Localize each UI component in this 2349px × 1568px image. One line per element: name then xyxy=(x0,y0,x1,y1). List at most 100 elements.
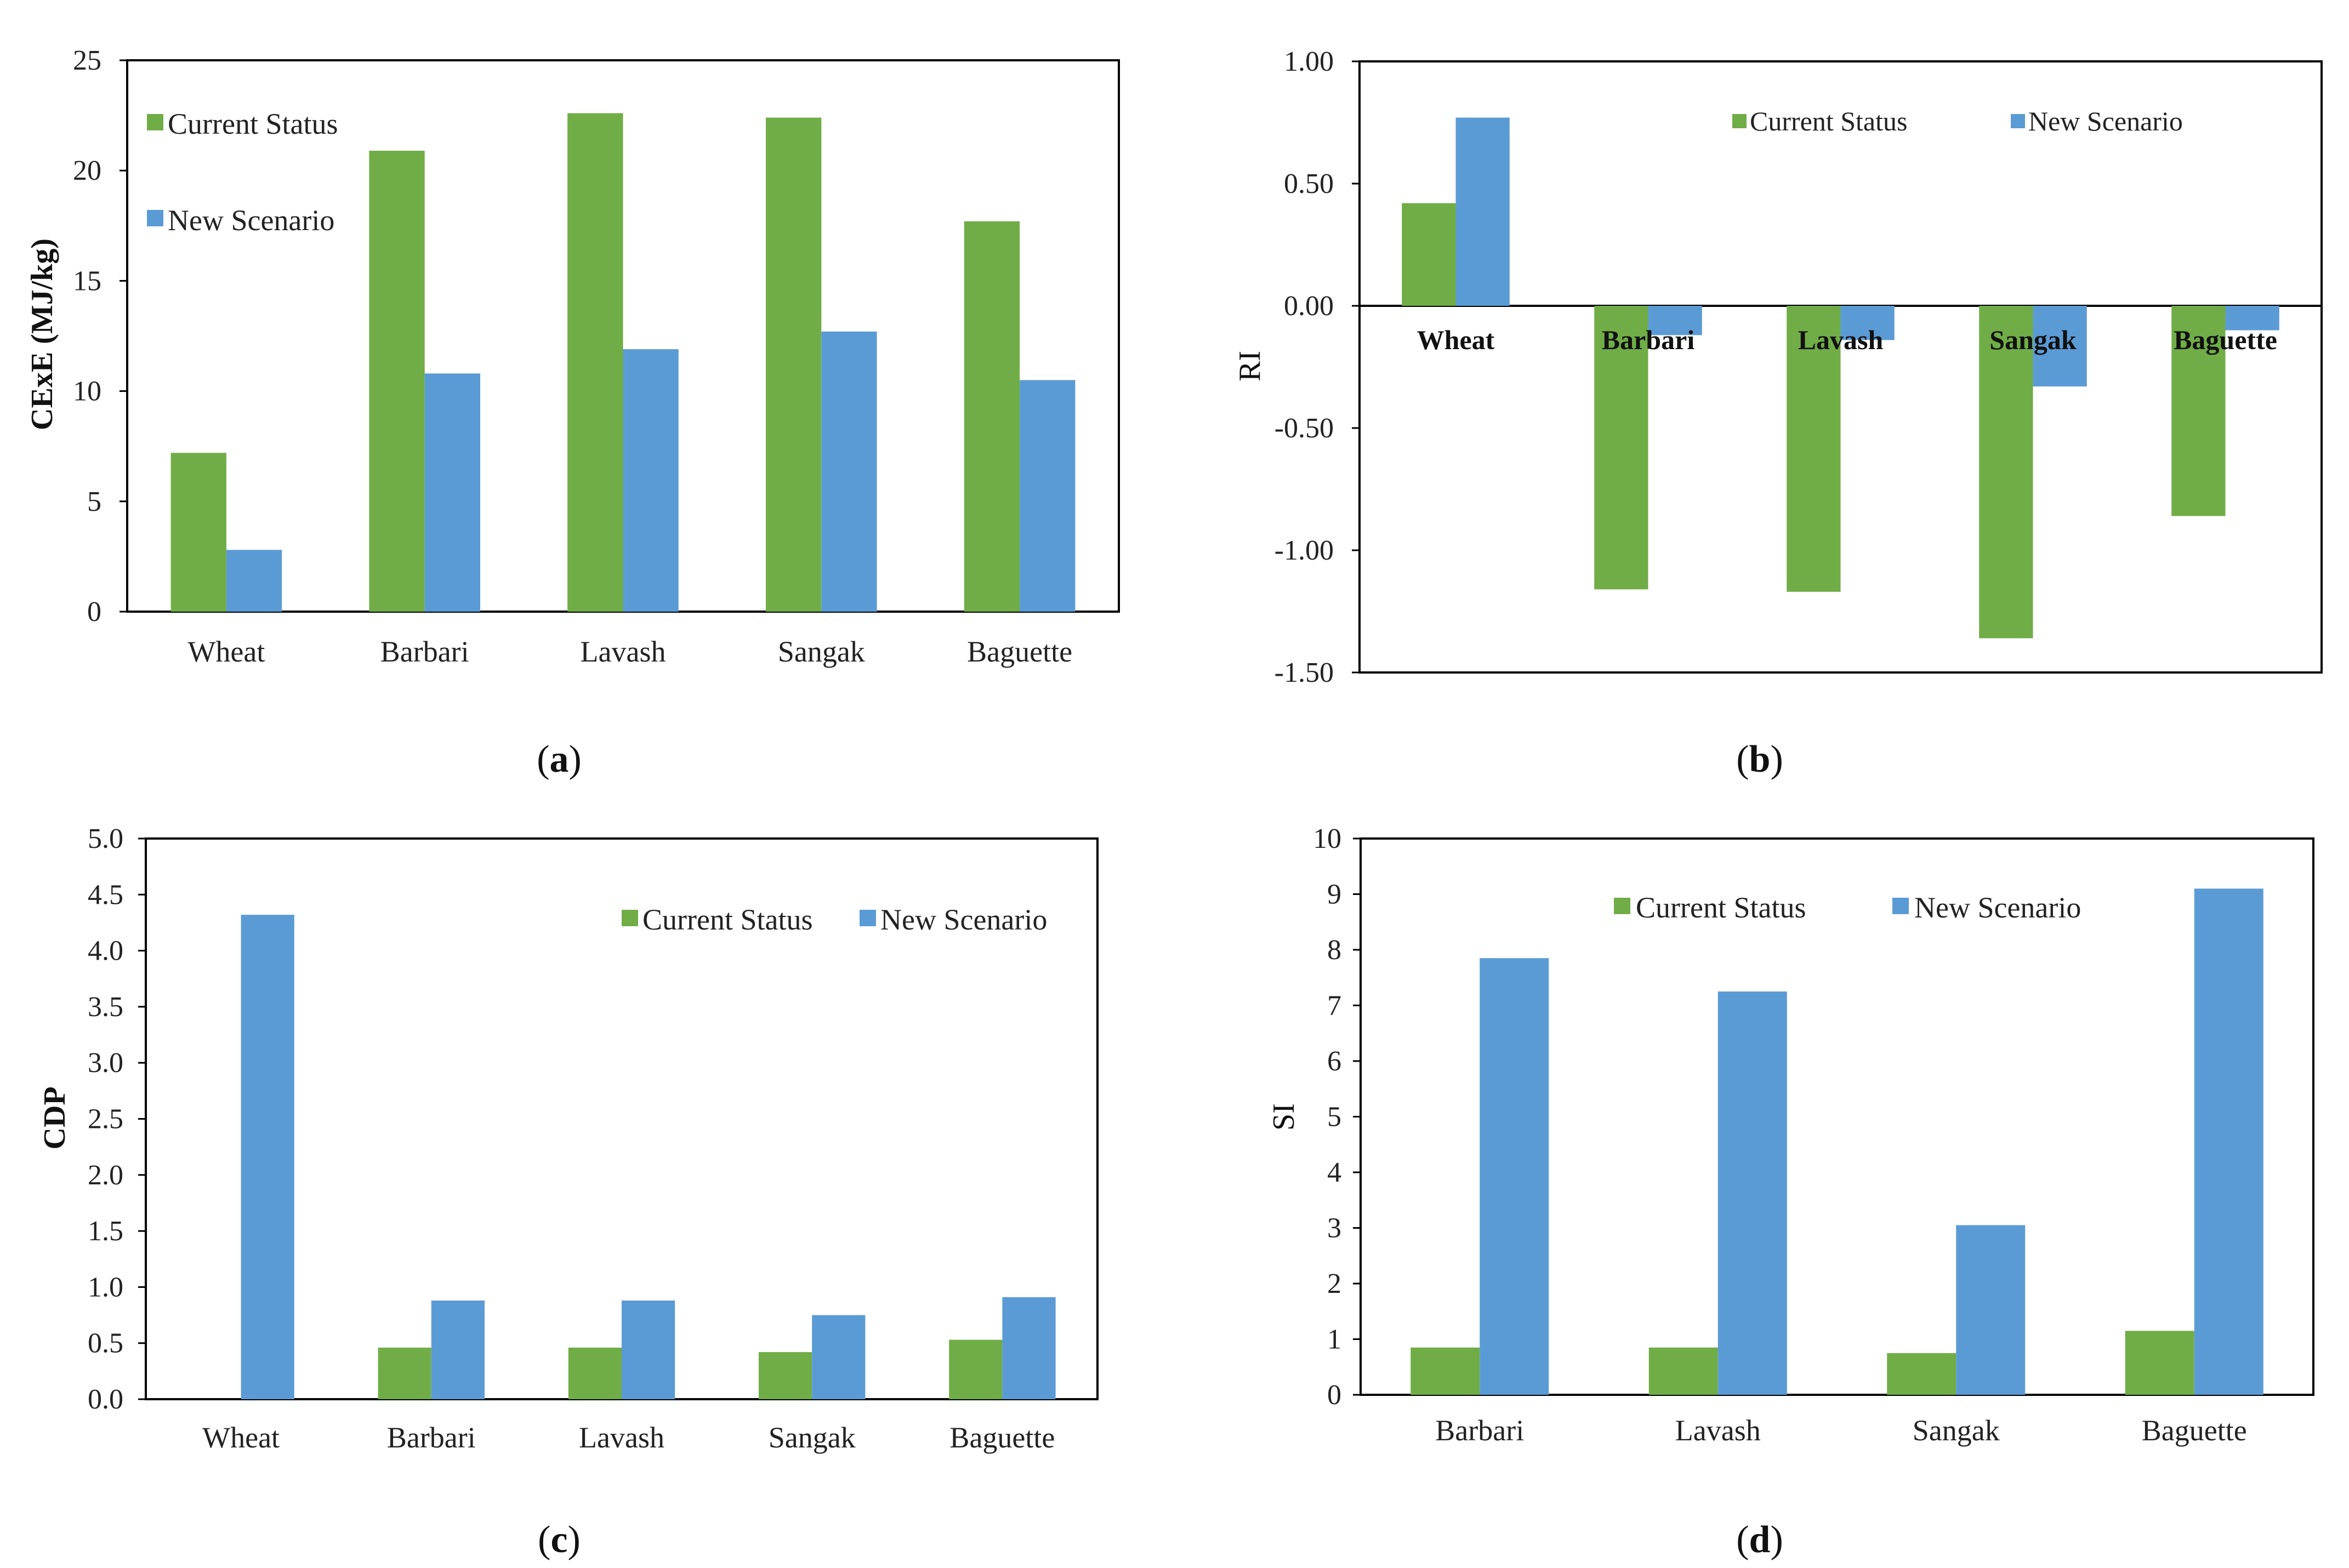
chart-c-cdp: 0.0 0.5 1.0 1.5 2.0 2.5 3.0 3.5 4.0 4.5 5.0 Wheat Ba… xyxy=(38,823,1099,1561)
chart-d-category-label: Sangak xyxy=(1913,1414,2000,1447)
chart-a-bar-current-barbari xyxy=(369,150,425,612)
chart-b-legend-swatch-current xyxy=(1732,114,1747,128)
chart-c-plot-area: 0.0 0.5 1.0 1.5 2.0 2.5 3.0 3.5 4.0 4.5 5.0 Wheat Ba… xyxy=(88,823,1099,1454)
chart-d-ytick-label: 8 xyxy=(1327,934,1341,966)
chart-c-ytick-label: 0.5 xyxy=(88,1328,123,1359)
chart-d-legend-swatch-new xyxy=(1892,898,1909,914)
chart-b-ytick-label: 1.00 xyxy=(1284,46,1334,77)
chart-a-legend-swatch-new xyxy=(147,210,163,226)
chart-c-category-label: Barbari xyxy=(387,1421,476,1454)
chart-a-legend: Current Status New Scenario xyxy=(147,107,338,237)
chart-c-ylabel: CDP xyxy=(38,1086,72,1149)
chart-b-category-label: Lavash xyxy=(1798,324,1884,355)
chart-b-plot-area: -1.50 -1.00 -0.50 0.00 0.50 1.00 Wheat Barbari L… xyxy=(1275,46,2323,688)
chart-b-ytick-label: 0.50 xyxy=(1284,168,1334,199)
chart-d-legend-label-current: Current Status xyxy=(1636,891,1806,924)
chart-a-cexe: 0 5 10 15 20 25 Wheat Barbari Lavash Sangak Baguet… xyxy=(25,45,1120,780)
chart-c-category-label: Sangak xyxy=(769,1421,856,1454)
chart-a-legend-label-current: Current Status xyxy=(168,107,338,140)
chart-a-ylabel: CExE (MJ/kg) xyxy=(25,238,59,430)
chart-c-legend: Current Status New Scenario xyxy=(622,903,1047,936)
chart-a-bar-new-lavash xyxy=(623,349,679,612)
chart-a-bar-new-wheat xyxy=(226,550,282,612)
chart-a-legend-label-new: New Scenario xyxy=(168,204,334,237)
chart-b-bar-current-barbari xyxy=(1594,306,1648,590)
chart-b-bar-new-baguette xyxy=(2225,306,2279,330)
chart-d-bar-new-sangak xyxy=(1956,1225,2026,1395)
chart-a-ytick-label: 10 xyxy=(73,376,101,407)
chart-a-ytick-label: 0 xyxy=(87,596,101,628)
chart-b-bar-current-sangak xyxy=(1979,306,2033,638)
chart-c-legend-swatch-new xyxy=(860,910,876,926)
chart-c-legend-label-new: New Scenario xyxy=(880,903,1047,936)
chart-a-ytick-label: 25 xyxy=(73,45,101,76)
chart-b-ytick-label: -1.50 xyxy=(1275,657,1334,688)
chart-b-bar-new-wheat xyxy=(1455,117,1510,306)
chart-c-ytick-label: 3.5 xyxy=(88,991,123,1023)
chart-a-panel-label: (a) xyxy=(537,738,582,780)
chart-d-ytick-label: 1 xyxy=(1327,1324,1341,1355)
chart-d-category-label: Baguette xyxy=(2142,1414,2247,1447)
chart-a-bar-current-wheat xyxy=(170,453,226,612)
chart-b-bar-new-barbari xyxy=(1648,306,1702,335)
chart-d-legend: Current Status New Scenario xyxy=(1614,891,2081,924)
chart-c-ytick-label: 5.0 xyxy=(88,823,123,854)
chart-c-bar-current-sangak xyxy=(758,1352,812,1399)
chart-a-bar-current-sangak xyxy=(765,117,822,612)
chart-c-bar-current-barbari xyxy=(378,1347,431,1399)
chart-d-ytick-label: 4 xyxy=(1327,1157,1341,1188)
chart-b-bar-current-baguette xyxy=(2171,306,2226,516)
chart-d-legend-label-new: New Scenario xyxy=(1914,891,2081,924)
chart-d-ytick-label: 7 xyxy=(1327,990,1341,1022)
chart-a-legend-swatch-current xyxy=(147,114,163,130)
chart-d-ytick-label: 0 xyxy=(1327,1379,1341,1411)
chart-b-ylabel: RI xyxy=(1233,351,1267,381)
chart-d-bar-new-lavash xyxy=(1717,991,1787,1395)
chart-b-category-label: Barbari xyxy=(1602,324,1695,355)
chart-b-plot-border xyxy=(1358,60,2323,674)
chart-d-panel-label: (d) xyxy=(1736,1519,1783,1561)
chart-b-legend: Current Status New Scenario xyxy=(1732,106,2183,136)
chart-c-ytick-label: 0.0 xyxy=(88,1384,123,1415)
chart-b-panel-label: (b) xyxy=(1736,738,1783,780)
chart-a-bar-new-sangak xyxy=(821,331,877,612)
chart-c-bar-new-wheat xyxy=(241,915,294,1399)
chart-b-ytick-label: -0.50 xyxy=(1275,413,1334,444)
chart-d-bar-current-lavash xyxy=(1648,1347,1718,1395)
chart-d-ytick-label: 6 xyxy=(1327,1046,1341,1077)
chart-a-bar-current-lavash xyxy=(567,113,623,612)
chart-a-bar-current-baguette xyxy=(964,221,1020,612)
chart-c-ytick-label: 2.0 xyxy=(88,1160,123,1191)
chart-a-category-label: Lavash xyxy=(581,635,666,668)
chart-c-ytick-label: 4.5 xyxy=(88,879,123,910)
chart-d-bar-current-barbari xyxy=(1410,1347,1480,1395)
chart-a-ytick-label: 20 xyxy=(73,155,101,186)
chart-c-bar-new-barbari xyxy=(431,1300,485,1399)
chart-b-ytick-label: 0.00 xyxy=(1284,290,1334,322)
chart-c-category-label: Lavash xyxy=(579,1421,664,1454)
chart-d-bar-current-baguette xyxy=(2125,1331,2194,1395)
chart-a-ytick-label: 15 xyxy=(73,265,101,297)
chart-a-category-label: Baguette xyxy=(967,635,1072,668)
chart-b-legend-swatch-new xyxy=(2011,114,2025,128)
chart-c-legend-label-current: Current Status xyxy=(642,903,812,936)
chart-d-ytick-label: 9 xyxy=(1327,879,1341,910)
chart-c-bar-current-baguette xyxy=(949,1339,1003,1399)
chart-c-ytick-label: 2.5 xyxy=(88,1104,123,1135)
chart-b-bar-new-sangak xyxy=(2033,306,2087,387)
chart-b-bar-current-wheat xyxy=(1402,203,1456,306)
chart-d-category-label: Lavash xyxy=(1675,1414,1761,1447)
chart-c-ytick-label: 4.0 xyxy=(88,936,123,967)
chart-c-bar-current-lavash xyxy=(568,1347,622,1399)
chart-d-legend-swatch-current xyxy=(1614,898,1630,914)
chart-d-bar-new-baguette xyxy=(2194,888,2263,1395)
chart-a-bar-new-barbari xyxy=(424,373,481,612)
chart-b-legend-label-current: Current Status xyxy=(1750,106,1907,136)
chart-a-ytick-label: 5 xyxy=(87,486,101,517)
chart-c-ytick-label: 3.0 xyxy=(88,1047,123,1079)
chart-d-ytick-label: 10 xyxy=(1313,823,1341,854)
chart-a-bar-new-baguette xyxy=(1020,380,1076,612)
chart-a-category-label: Sangak xyxy=(778,635,865,668)
chart-c-category-label: Wheat xyxy=(202,1421,280,1454)
